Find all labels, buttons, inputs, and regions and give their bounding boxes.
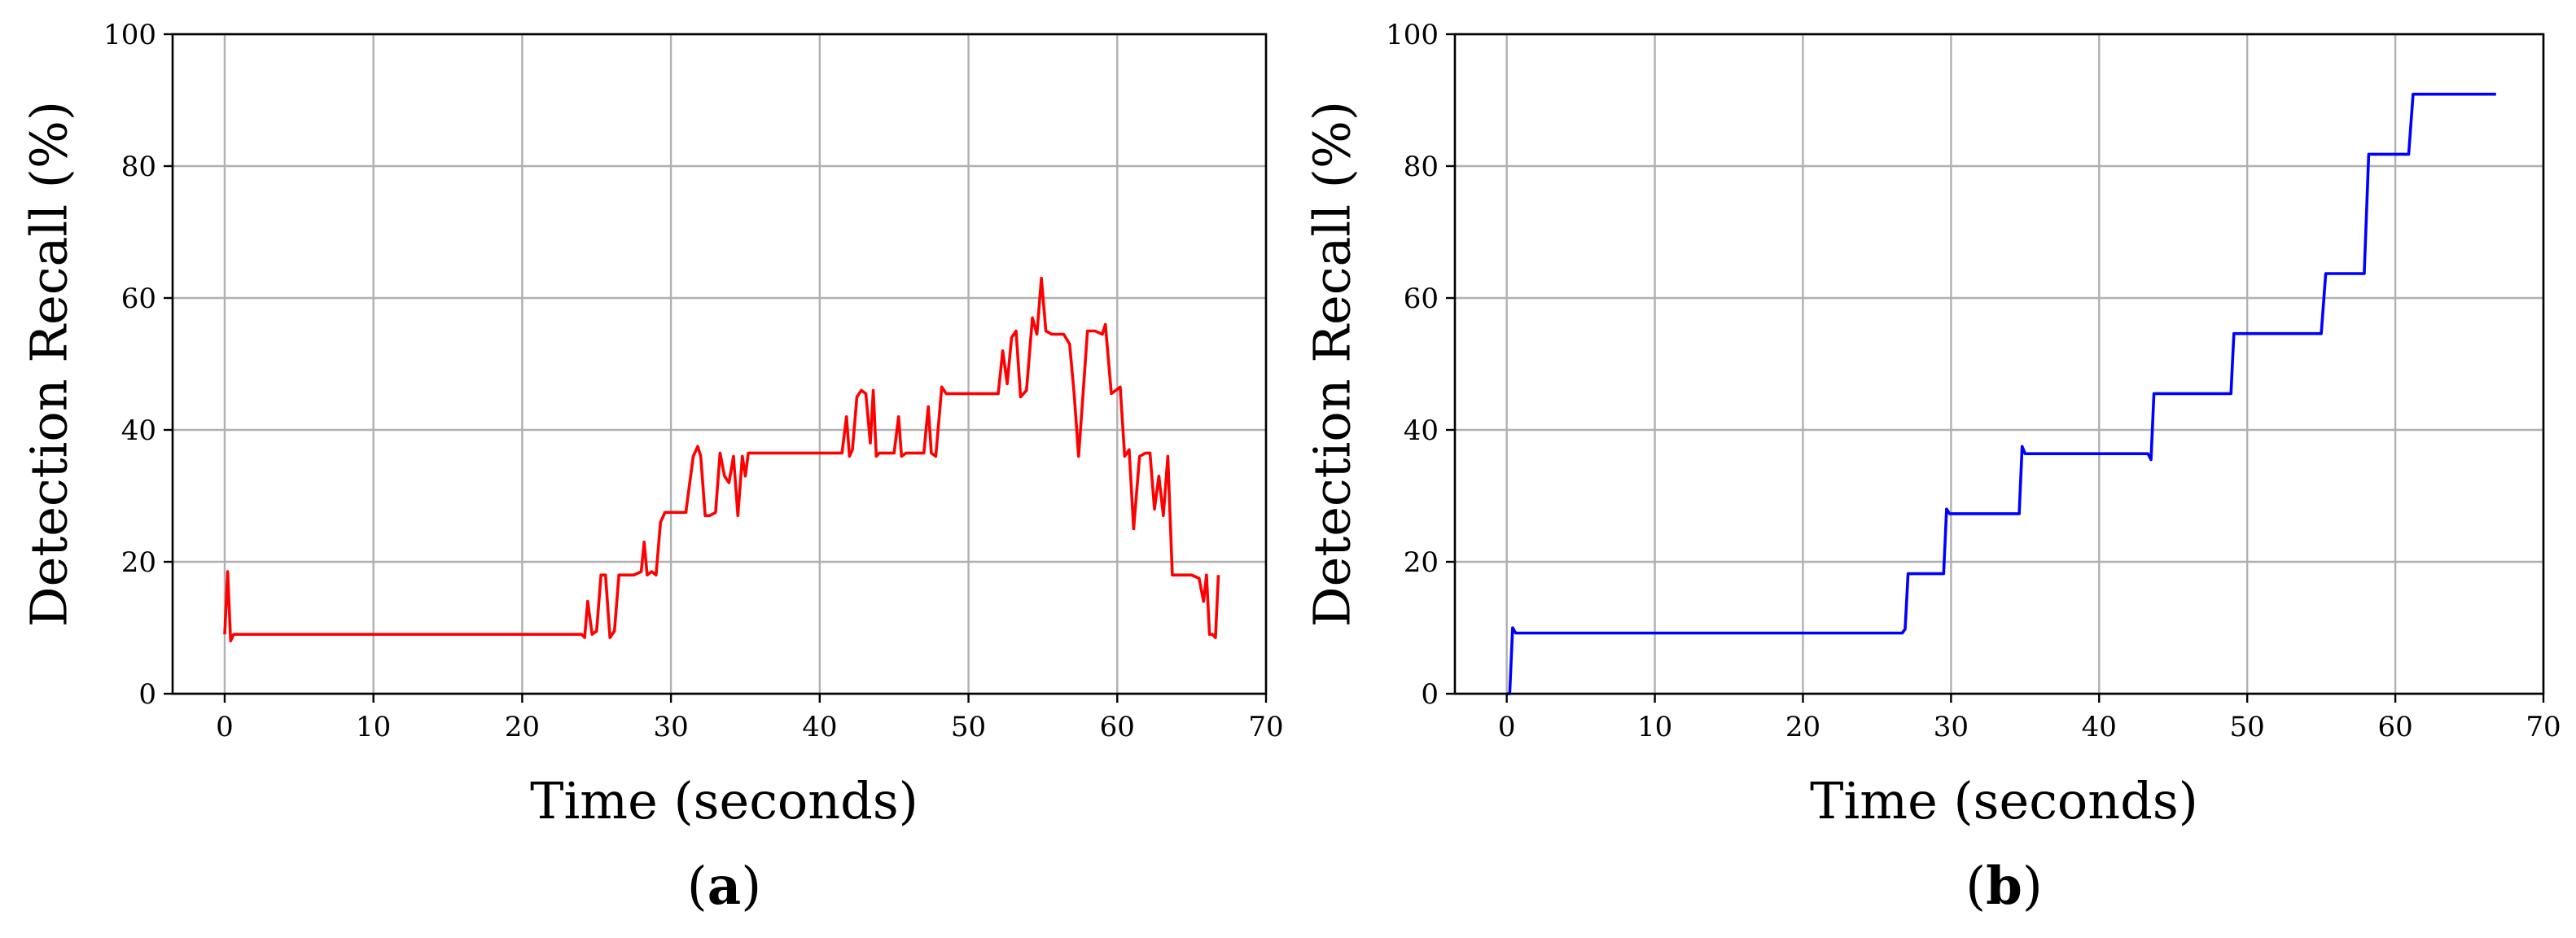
y-tick-label: 40 [121, 414, 156, 447]
data-line [223, 276, 1220, 642]
x-tick-label: 40 [802, 711, 837, 743]
y-tick-label: 0 [138, 678, 156, 711]
panel-label-close-paren: ) [2022, 857, 2043, 917]
panel-b: 0 10 20 30 40 50 60 70 0 20 40 60 80 100 Time (seconds… [1303, 19, 2561, 917]
x-axis-label: Time (seconds) [530, 771, 918, 831]
y-tick-label: 20 [1404, 546, 1439, 579]
plot-frame [171, 33, 1268, 695]
panel-a: 0 10 20 30 40 50 60 70 0 20 40 60 80 100 Time (seconds… [20, 19, 1284, 917]
y-axis-label: Detection Recall (%) [20, 101, 79, 627]
x-tick-label: 20 [1785, 711, 1820, 743]
panel-label-open-paren: ( [687, 857, 708, 917]
y-tick-label: 80 [1404, 151, 1439, 183]
x-tick-label: 10 [1637, 711, 1672, 743]
plot-frame [1453, 33, 2545, 695]
x-tick-label: 50 [2230, 711, 2265, 743]
panel-label-close-paren: ) [741, 857, 761, 917]
x-tick-label: 50 [951, 711, 986, 743]
y-tick-label: 0 [1421, 678, 1439, 711]
panel-label: (b) [1965, 856, 2043, 917]
data-line [1506, 92, 2496, 695]
y-tick-label: 40 [1404, 414, 1439, 447]
x-tick-label: 60 [1100, 711, 1135, 743]
x-tick-label: 30 [1934, 711, 1969, 743]
x-tick-label: 0 [1498, 711, 1516, 743]
y-tick-label: 80 [121, 151, 156, 183]
y-tick-label: 100 [103, 19, 156, 51]
panel-label-open-paren: ( [1965, 857, 1986, 917]
x-axis-label: Time (seconds) [1810, 771, 2198, 831]
x-tick-label: 40 [2082, 711, 2117, 743]
x-tick-label: 30 [653, 711, 688, 743]
y-tick-label: 20 [121, 546, 156, 579]
x-tick-label: 20 [505, 711, 540, 743]
x-tick-label: 70 [1248, 711, 1283, 743]
x-tick-label: 70 [2526, 711, 2561, 743]
x-tick-label: 60 [2377, 711, 2412, 743]
y-axis-label: Detection Recall (%) [1303, 101, 1362, 627]
y-tick-label: 60 [121, 283, 156, 315]
panel-label: (a) [687, 856, 761, 917]
x-tick-label: 10 [356, 711, 391, 743]
panel-label-letter: b [1986, 856, 2022, 917]
y-tick-label: 60 [1404, 283, 1439, 315]
y-tick-label: 100 [1386, 19, 1439, 51]
panel-label-letter: a [708, 856, 741, 917]
x-tick-label: 0 [216, 711, 234, 743]
